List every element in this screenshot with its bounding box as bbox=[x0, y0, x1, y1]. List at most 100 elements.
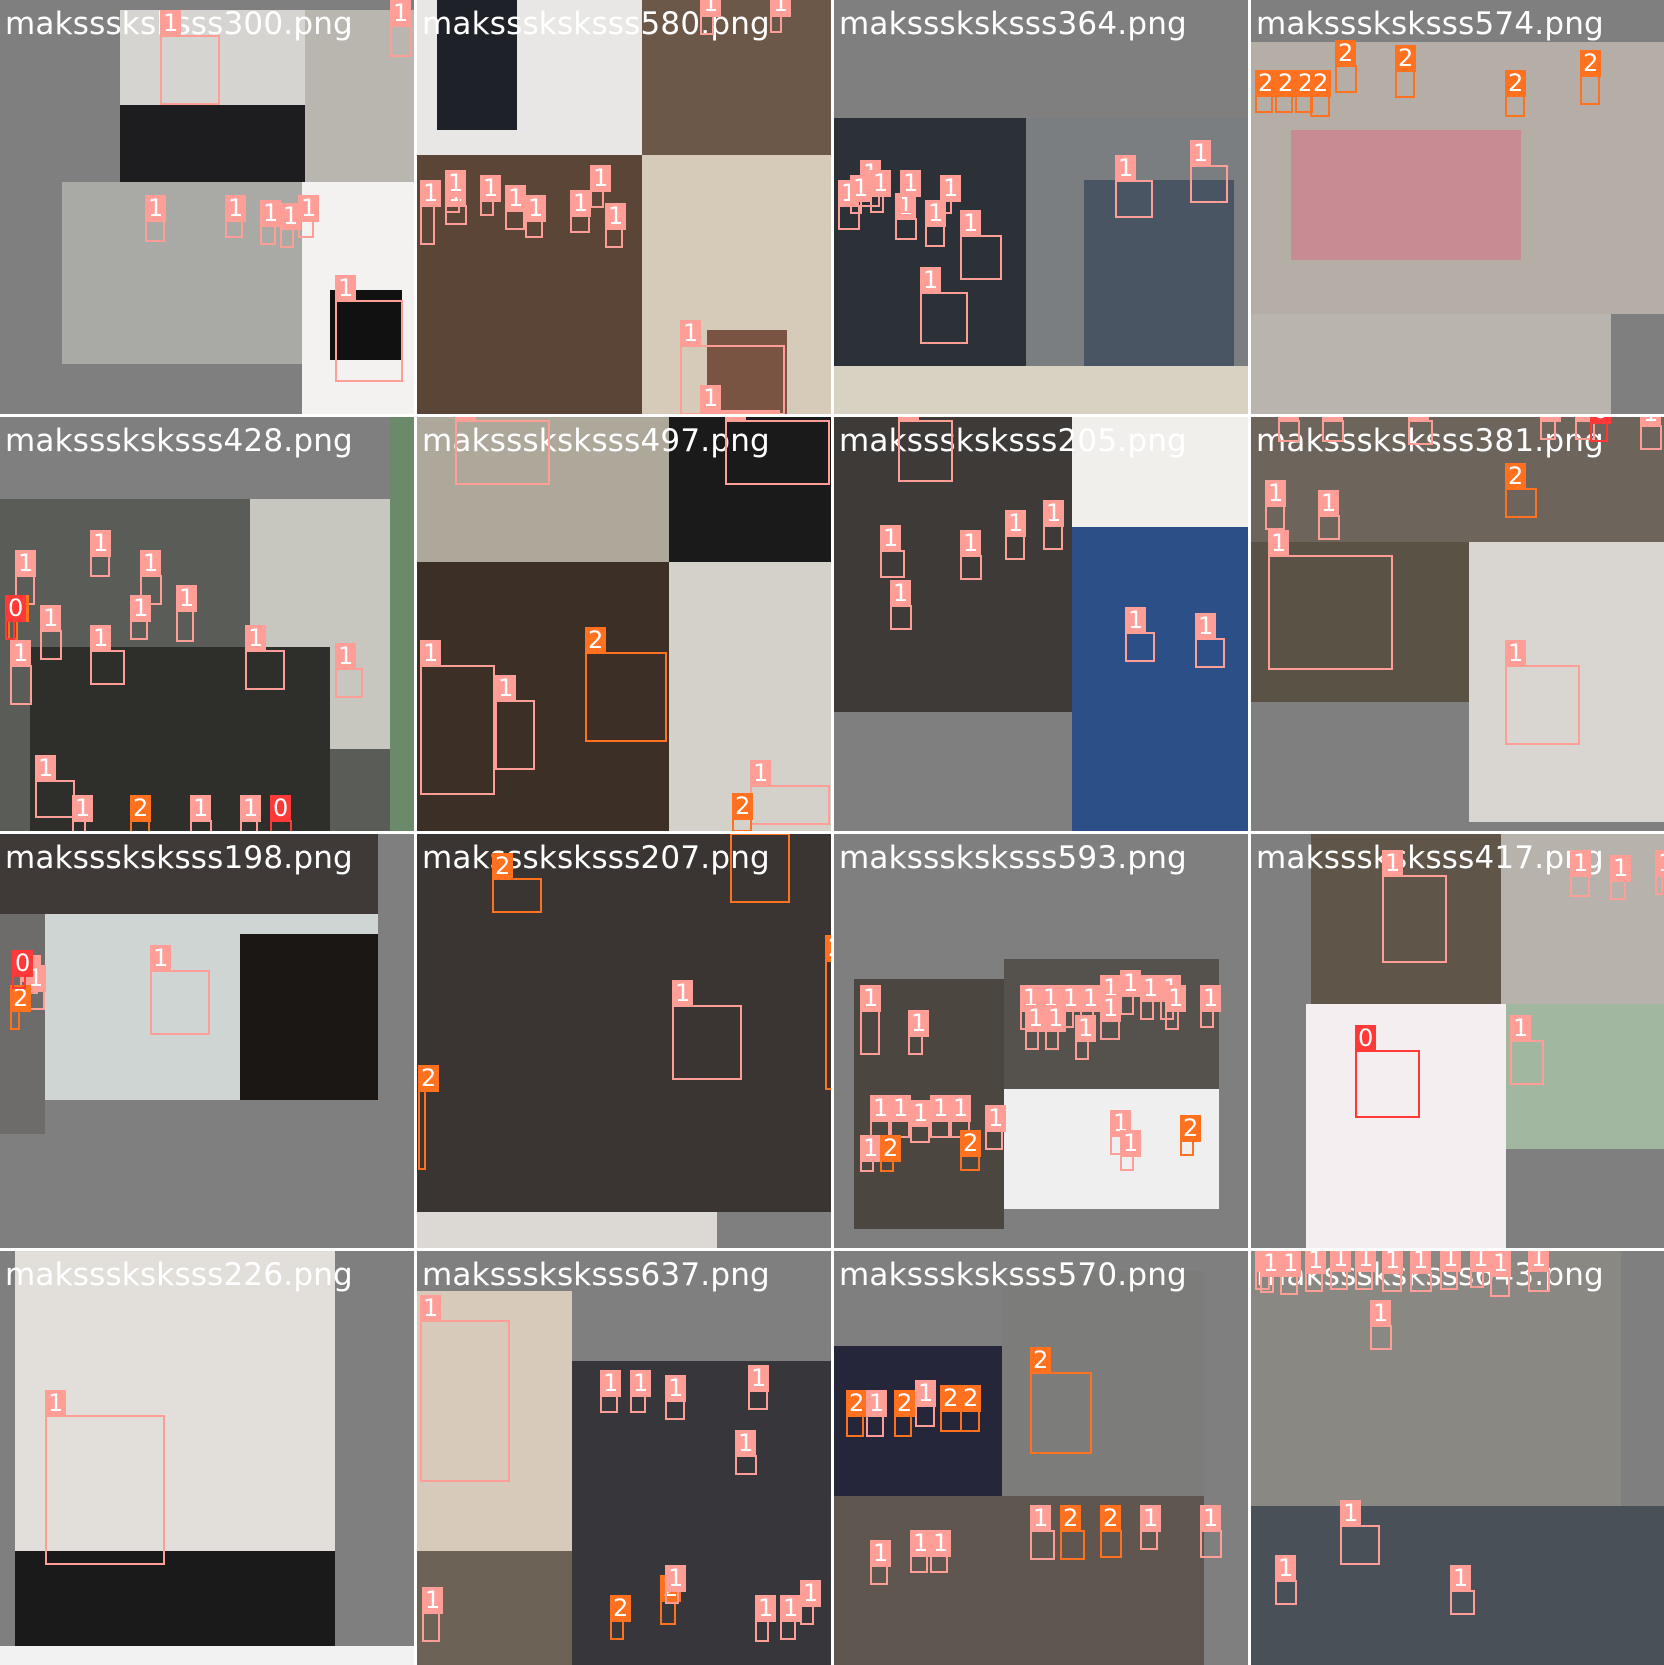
photo bbox=[0, 1646, 414, 1665]
class-label: 2 bbox=[492, 853, 513, 880]
detection-box: 1 bbox=[665, 1590, 679, 1604]
filename-label: maksssksksss428.png bbox=[5, 421, 353, 461]
detection-box: 1 bbox=[1200, 1530, 1222, 1558]
detection-box: 1 bbox=[1510, 1040, 1544, 1085]
detection-box: 1 bbox=[890, 605, 912, 630]
detection-box: 2 bbox=[1100, 1530, 1122, 1558]
class-label: 1 bbox=[930, 1530, 951, 1557]
detection-box: 2 bbox=[960, 1155, 980, 1171]
detection-box: 1 bbox=[1382, 1272, 1402, 1292]
tile-3: maksssksksss364.png 111111111111 bbox=[834, 0, 1248, 414]
class-label: 1 bbox=[1528, 1251, 1549, 1272]
class-label: 1 bbox=[755, 1595, 776, 1622]
detection-box: 1 bbox=[1505, 665, 1580, 745]
class-label: 1 bbox=[900, 170, 921, 197]
class-label: 1 bbox=[600, 1370, 621, 1397]
class-label: 1 bbox=[1200, 1505, 1221, 1532]
detection-box: 1 bbox=[895, 218, 917, 240]
detection-box: 1 bbox=[1340, 1525, 1380, 1565]
class-label: 1 bbox=[145, 195, 166, 222]
class-label: 1 bbox=[298, 195, 319, 222]
detection-box: 1 bbox=[1200, 1010, 1214, 1028]
detection-box: 1 bbox=[420, 665, 495, 795]
class-label: 1 bbox=[1075, 1015, 1096, 1042]
detection-box: 1 bbox=[880, 550, 905, 578]
class-label: 1 bbox=[140, 550, 161, 577]
detection-box: 1 bbox=[1005, 535, 1025, 560]
detection-box: 1 bbox=[860, 1160, 874, 1172]
detection-box: 1 bbox=[1610, 880, 1626, 900]
tile-2: maksssksksss580.png 1111111111111 bbox=[417, 0, 831, 414]
detection-box: 2 bbox=[1505, 488, 1537, 518]
detection-box: 1 bbox=[160, 35, 220, 105]
detection-box: 1 bbox=[866, 1415, 884, 1437]
detection-box: 1 bbox=[600, 1395, 618, 1413]
class-label: 2 bbox=[1505, 463, 1526, 490]
class-label: 1 bbox=[985, 1105, 1006, 1132]
detection-box: 1 bbox=[420, 1320, 510, 1482]
detection-box: 1 bbox=[680, 345, 785, 414]
detection-box: 0 bbox=[1590, 422, 1608, 442]
detection-box: 2 bbox=[418, 1090, 426, 1170]
detection-box: 1 bbox=[908, 1035, 923, 1055]
detection-box: 1 bbox=[915, 1405, 935, 1427]
class-label: 1 bbox=[1120, 970, 1141, 997]
class-label: 2 bbox=[10, 985, 31, 1012]
detection-box: 1 bbox=[870, 1565, 888, 1585]
detection-box: 2 bbox=[1275, 95, 1293, 113]
detection-box: 1 bbox=[780, 1620, 796, 1640]
class-label: 2 bbox=[730, 834, 751, 835]
detection-box: 1 bbox=[1268, 555, 1393, 670]
detection-box: 1 bbox=[672, 1005, 742, 1080]
detection-box: 2 bbox=[1335, 65, 1357, 93]
class-label: 1 bbox=[1080, 985, 1101, 1012]
detection-box: 1 bbox=[40, 630, 62, 660]
detection-box: 1 bbox=[1408, 420, 1433, 445]
class-label: 2 bbox=[1100, 1505, 1121, 1532]
class-label: 1 bbox=[1260, 1251, 1281, 1277]
detection-box: 1 bbox=[1370, 1325, 1392, 1350]
filename-label: maksssksksss574.png bbox=[1256, 4, 1604, 44]
detection-box: 1 bbox=[1318, 515, 1340, 540]
detection-box: 1 bbox=[1355, 1270, 1373, 1290]
detection-box: 1 bbox=[10, 665, 32, 705]
detection-box: 1 bbox=[280, 228, 294, 248]
class-label: 1 bbox=[605, 203, 626, 230]
photo bbox=[1084, 180, 1234, 366]
detection-box: 1 bbox=[445, 195, 460, 213]
class-label: 1 bbox=[15, 550, 36, 577]
photo bbox=[417, 1212, 717, 1248]
filename-label: maksssksksss417.png bbox=[1256, 838, 1604, 878]
class-label: 1 bbox=[735, 1430, 756, 1457]
class-label: 1 bbox=[1043, 500, 1064, 527]
detection-box: 1 bbox=[1470, 1270, 1484, 1288]
class-label: 1 bbox=[870, 170, 891, 197]
class-label: 1 bbox=[860, 1135, 881, 1162]
tile-14: maksssksksss637.png 1111111221111 bbox=[417, 1251, 831, 1665]
class-label: 1 bbox=[225, 195, 246, 222]
detection-box: 2 bbox=[960, 1410, 980, 1432]
detection-box: 1 bbox=[455, 420, 550, 485]
detection-box: 1 bbox=[1280, 1275, 1298, 1295]
detection-box: 2 bbox=[880, 1160, 894, 1172]
detection-box: 1 bbox=[495, 700, 535, 770]
class-label: 2 bbox=[960, 1385, 981, 1412]
detection-box: 1 bbox=[145, 220, 165, 242]
class-label: 1 bbox=[880, 525, 901, 552]
detection-box: 2 bbox=[1030, 1372, 1092, 1454]
detection-box: 2 bbox=[732, 818, 752, 831]
detection-box: 1 bbox=[910, 1555, 928, 1573]
class-label: 1 bbox=[672, 980, 693, 1007]
detection-box: 1 bbox=[1120, 995, 1134, 1015]
filename-label: maksssksksss570.png bbox=[839, 1255, 1187, 1295]
detection-box: 1 bbox=[960, 555, 982, 580]
tile-5: maksssksksss428.png 111111111111121200 bbox=[0, 417, 414, 831]
class-label: 1 bbox=[910, 1530, 931, 1557]
class-label: 1 bbox=[1280, 1251, 1301, 1277]
class-label: 2 bbox=[846, 1390, 867, 1417]
detection-box: 2 bbox=[894, 1415, 912, 1437]
class-label: 1 bbox=[1340, 1500, 1361, 1527]
class-label: 0 bbox=[12, 950, 33, 977]
